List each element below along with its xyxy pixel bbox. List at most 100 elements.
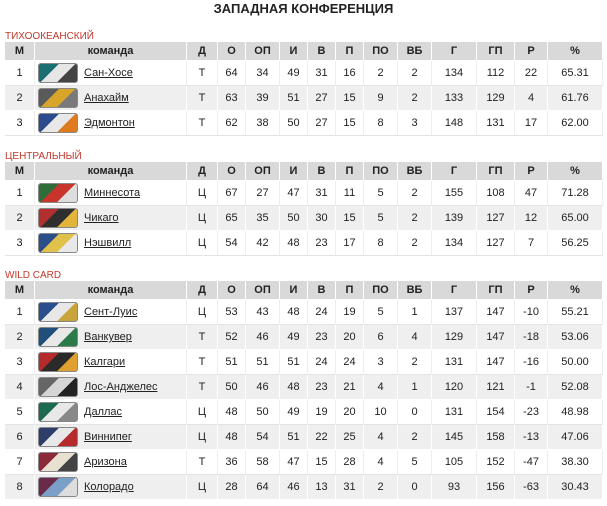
stat-cell: 71.28 [548, 181, 603, 206]
team-link[interactable]: Даллас [84, 406, 123, 418]
team-logo [38, 377, 78, 397]
team-link[interactable]: Ванкувер [84, 331, 132, 343]
column-header: П [336, 42, 364, 61]
stat-cell: 67 [218, 181, 246, 206]
stat-cell: 48 [280, 375, 308, 400]
stat-cell: 46 [246, 325, 280, 350]
stat-cell: Т [187, 375, 218, 400]
stat-cell: 22 [515, 61, 548, 86]
stat-cell: 127 [477, 231, 515, 256]
stat-cell: 147 [477, 350, 515, 375]
column-header: И [280, 281, 308, 300]
stat-cell: 56.25 [548, 231, 603, 256]
stat-cell: -13 [515, 425, 548, 450]
column-header: ВБ [398, 281, 432, 300]
team-cell: Даллас [35, 400, 187, 425]
stat-cell: 64 [218, 61, 246, 86]
stat-cell: 23 [308, 375, 336, 400]
stat-cell: 0 [398, 475, 432, 500]
stat-cell: 27 [308, 111, 336, 136]
column-header: % [548, 162, 603, 181]
stat-cell: 1 [398, 375, 432, 400]
stat-cell: 19 [336, 300, 364, 325]
team-link[interactable]: Анахайм [84, 92, 129, 104]
stat-cell: 2 [364, 61, 398, 86]
stat-cell: 4 [515, 86, 548, 111]
stat-cell: 23 [308, 231, 336, 256]
column-header: Р [515, 162, 548, 181]
team-logo [38, 208, 78, 228]
team-logo [38, 88, 78, 108]
stat-cell: 4 [5, 375, 35, 400]
stat-cell: 3 [5, 350, 35, 375]
stat-cell: -18 [515, 325, 548, 350]
stat-cell: 58 [246, 450, 280, 475]
stat-cell: 51 [218, 350, 246, 375]
stat-cell: 4 [364, 425, 398, 450]
stat-cell: 2 [5, 325, 35, 350]
team-link[interactable]: Калгари [84, 356, 126, 368]
column-header: ПО [364, 42, 398, 61]
team-link[interactable]: Лос-Анджелес [84, 381, 158, 393]
team-cell: Виннипег [35, 425, 187, 450]
stat-cell: 8 [5, 475, 35, 500]
team-link[interactable]: Аризона [84, 456, 127, 468]
stat-cell: 154 [477, 400, 515, 425]
team-link[interactable]: Сент-Луис [84, 306, 138, 318]
column-header: команда [35, 42, 187, 61]
stat-cell: 11 [336, 181, 364, 206]
stat-cell: 50 [246, 400, 280, 425]
stat-cell: 4 [364, 375, 398, 400]
stat-cell: 12 [515, 206, 548, 231]
stat-cell: 50 [280, 206, 308, 231]
stat-cell: 47 [280, 450, 308, 475]
stat-cell: 42 [246, 231, 280, 256]
team-link[interactable]: Чикаго [84, 212, 119, 224]
stat-cell: 62 [218, 111, 246, 136]
stat-cell: 15 [336, 206, 364, 231]
stat-cell: 63 [218, 86, 246, 111]
column-header: ВБ [398, 42, 432, 61]
stat-cell: 54 [218, 231, 246, 256]
column-header: Г [432, 281, 477, 300]
column-header: Д [187, 281, 218, 300]
stat-cell: 54 [246, 425, 280, 450]
stat-cell: 51 [280, 350, 308, 375]
column-header: ГП [477, 42, 515, 61]
team-link[interactable]: Сан-Хосе [84, 67, 133, 79]
team-cell: Сент-Луис [35, 300, 187, 325]
stat-cell: 48 [218, 425, 246, 450]
stat-cell: 21 [336, 375, 364, 400]
stat-cell: 108 [477, 181, 515, 206]
team-link[interactable]: Колорадо [84, 481, 134, 493]
section-label: ЦЕНТРАЛЬНЫЙ [5, 151, 82, 162]
team-link[interactable]: Миннесота [84, 187, 141, 199]
stat-cell: 38.30 [548, 450, 603, 475]
column-header: В [308, 162, 336, 181]
stat-cell: 2 [398, 350, 432, 375]
stat-cell: 2 [398, 61, 432, 86]
team-cell: Эдмонтон [35, 111, 187, 136]
team-link[interactable]: Эдмонтон [84, 117, 135, 129]
stat-cell: 1 [5, 300, 35, 325]
column-header: % [548, 42, 603, 61]
stat-cell: 5 [398, 450, 432, 475]
stat-cell: Т [187, 325, 218, 350]
stat-cell: 4 [364, 450, 398, 475]
stat-cell: 2 [398, 231, 432, 256]
stat-cell: -63 [515, 475, 548, 500]
stat-cell: 27 [308, 86, 336, 111]
column-header: Г [432, 162, 477, 181]
team-link[interactable]: Нэшвилл [84, 237, 132, 249]
stat-cell: 51 [280, 86, 308, 111]
stat-cell: -47 [515, 450, 548, 475]
stat-cell: 50 [218, 375, 246, 400]
team-link[interactable]: Виннипег [84, 431, 132, 443]
team-logo [38, 233, 78, 253]
stat-cell: 148 [432, 111, 477, 136]
page-title: ЗАПАДНАЯ КОНФЕРЕНЦИЯ [213, 1, 394, 16]
stat-cell: 49 [280, 400, 308, 425]
team-cell: Колорадо [35, 475, 187, 500]
stat-cell: Ц [187, 400, 218, 425]
